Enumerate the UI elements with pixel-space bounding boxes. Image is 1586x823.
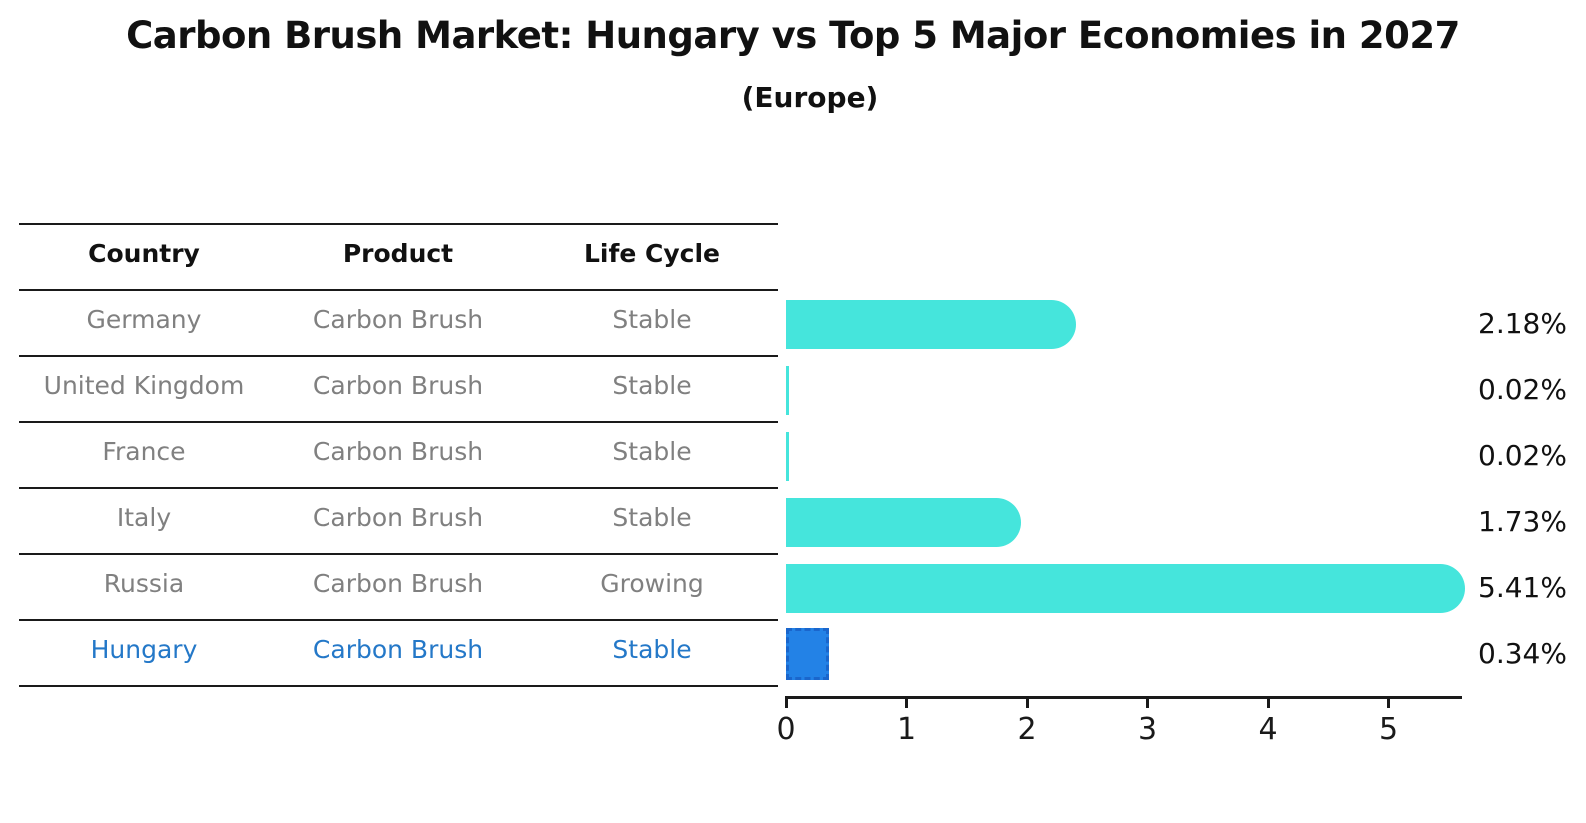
cell-lifecycle: Stable (612, 503, 692, 532)
bar-france (786, 431, 789, 481)
x-tick-label: 2 (1017, 712, 1037, 747)
table-row-united-kingdom: United Kingdom Carbon Brush Stable (17, 371, 779, 405)
table-row-hungary: Hungary Carbon Brush Stable (17, 635, 779, 669)
x-tick-label: 0 (776, 712, 796, 747)
table-row-italy: Italy Carbon Brush Stable (17, 503, 779, 537)
table-rule (19, 553, 778, 555)
x-tick-label: 1 (896, 712, 917, 747)
cell-product: Carbon Brush (312, 371, 484, 400)
x-tick-label: 5 (1378, 712, 1399, 747)
x-tick (1025, 696, 1029, 708)
cell-product: Carbon Brush (312, 635, 484, 664)
x-tick-label: 3 (1137, 712, 1158, 747)
value-label-russia: 5.41% (1478, 571, 1567, 604)
bar-russia (786, 563, 1465, 613)
table-row-france: France Carbon Brush Stable (17, 437, 779, 471)
cell-country: France (102, 437, 186, 466)
bar-united-kingdom (786, 365, 789, 415)
chart-subtitle: (Europe) (741, 81, 879, 114)
x-tick (905, 696, 908, 708)
table-rule (19, 355, 778, 357)
value-label-germany: 2.18% (1478, 307, 1567, 340)
table-rule (19, 619, 778, 621)
cell-lifecycle: Stable (612, 437, 692, 466)
x-tick (1387, 696, 1390, 708)
table-row-germany: Germany Carbon Brush Stable (17, 305, 779, 339)
x-tick (784, 696, 788, 708)
cell-lifecycle: Growing (600, 569, 704, 598)
cell-product: Carbon Brush (312, 305, 484, 334)
table-rule (19, 289, 778, 291)
x-axis-line (786, 696, 1462, 699)
table-header-country: Country (88, 239, 200, 268)
table-header-product: Product (342, 239, 454, 268)
cell-country: Russia (103, 569, 185, 598)
table-header-lifecycle: Life Cycle (583, 239, 721, 268)
cell-lifecycle: Stable (612, 635, 692, 664)
bar-italy (786, 497, 1022, 547)
x-tick (1266, 696, 1270, 708)
cell-country: Italy (116, 503, 172, 532)
x-tick (1146, 696, 1149, 708)
cell-product: Carbon Brush (312, 569, 484, 598)
bar-hungary (786, 628, 829, 680)
table-rule (19, 421, 778, 423)
table-rule (19, 685, 778, 687)
value-label-france: 0.02% (1478, 439, 1567, 472)
value-label-united-kingdom: 0.02% (1478, 373, 1567, 406)
chart-title: Carbon Brush Market: Hungary vs Top 5 Ma… (126, 14, 1460, 57)
bar-germany (786, 299, 1076, 349)
cell-product: Carbon Brush (312, 503, 484, 532)
table-rule (19, 487, 778, 489)
cell-country: United Kingdom (43, 371, 245, 400)
cell-lifecycle: Stable (612, 305, 692, 334)
cell-country: Hungary (90, 635, 198, 664)
value-label-italy: 1.73% (1478, 505, 1567, 538)
table-header-row: Country Product Life Cycle (17, 239, 779, 273)
x-tick-label: 4 (1258, 712, 1278, 747)
cell-lifecycle: Stable (612, 371, 692, 400)
cell-product: Carbon Brush (312, 437, 484, 466)
cell-country: Germany (86, 305, 202, 334)
value-label-hungary: 0.34% (1478, 637, 1567, 670)
table-rule (19, 223, 778, 225)
table-row-russia: Russia Carbon Brush Growing (17, 569, 779, 603)
